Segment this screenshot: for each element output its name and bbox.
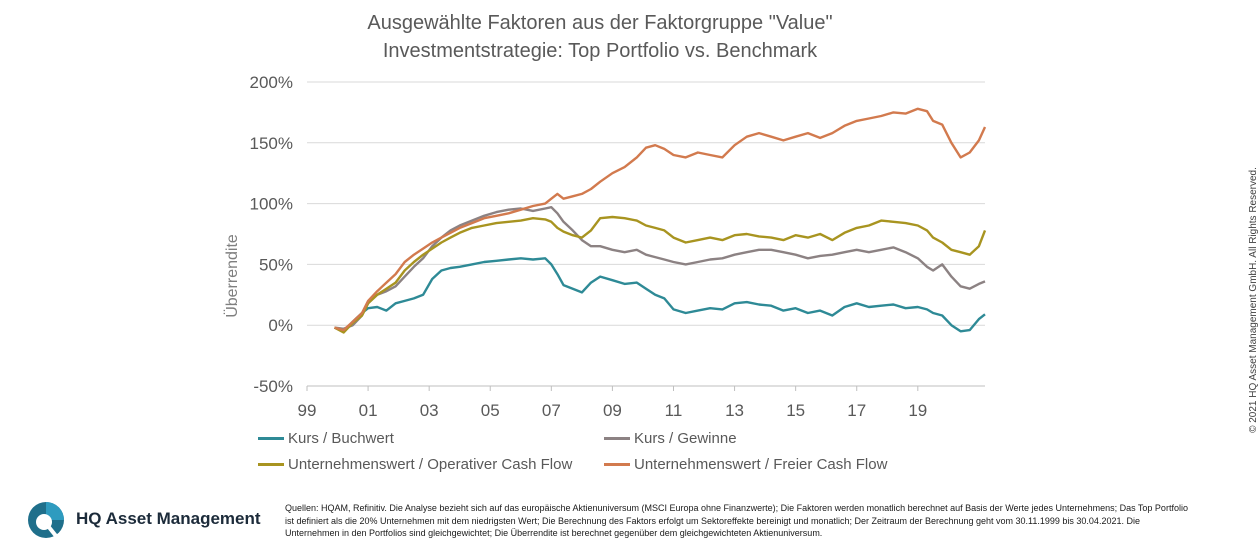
series-line-1 [334,205,986,330]
x-tick-label: 11 [665,401,683,420]
x-tick-label: 13 [725,401,744,420]
legend-item-freier-cash-flow: Unternehmenswert / Freier Cash Flow [604,456,887,473]
y-tick-label: 200% [250,73,293,92]
x-tick-label: 01 [359,401,378,420]
y-axis-ticks: -50% 0% 50% 100% 150% 200% [250,73,293,396]
legend-label: Unternehmenswert / Operativer Cash Flow [288,456,573,473]
legend-swatch [258,463,284,466]
gridlines [307,81,985,387]
legend-swatch [604,437,630,440]
x-tick-label: 09 [603,401,622,420]
series-line-2 [333,215,987,334]
chart-title-line2: Investmentstrategie: Top Portfolio vs. B… [382,40,818,62]
legend-label: Unternehmenswert / Freier Cash Flow [634,456,888,473]
brand-name: HQ Asset Management [76,509,261,528]
x-tick-label: 19 [908,401,927,420]
x-axis-ticks: 99 01 03 05 07 09 11 13 15 17 19 [298,386,927,420]
legend-label: Kurs / Buchwert [288,430,394,447]
line-chart: -50% 0% 50% 100% 150% 200% 99 01 03 05 07 09 11 13 15… [223,73,987,420]
y-tick-label: 150% [250,134,293,153]
series-line-3 [334,107,987,332]
y-tick-label: 50% [259,255,293,274]
legend-item-kurs-gewinne: Kurs / Gewinne [604,430,737,447]
y-tick-label: -50% [253,377,293,396]
x-tick-label: 05 [481,401,500,420]
y-axis-label: Überrendite [223,234,241,318]
hq-logo-icon [28,502,64,538]
legend-swatch [258,437,284,440]
copyright-notice: © 2021 HQ Asset Management GmbH. All Rig… [1248,167,1259,433]
x-tick-label: 15 [786,401,805,420]
x-tick-label: 03 [420,401,439,420]
series-lines [333,107,987,334]
x-tick-label: 07 [542,401,561,420]
legend-item-operativer-cash-flow: Unternehmenswert / Operativer Cash Flow [258,456,572,473]
legend-item-kurs-buchwert: Kurs / Buchwert [258,430,394,447]
x-tick-label: 99 [298,401,317,420]
sources-footnote: Quellen: HQAM, Refinitiv. Die Analyse be… [285,503,1188,538]
y-tick-label: 0% [268,316,293,335]
chart-title-line1: Ausgewählte Faktoren aus der Faktorgrupp… [367,12,833,34]
legend-label: Kurs / Gewinne [634,430,737,447]
y-tick-label: 100% [250,195,293,214]
series-line-0 [334,257,986,333]
x-tick-label: 17 [847,401,866,420]
legend-swatch [604,463,630,466]
